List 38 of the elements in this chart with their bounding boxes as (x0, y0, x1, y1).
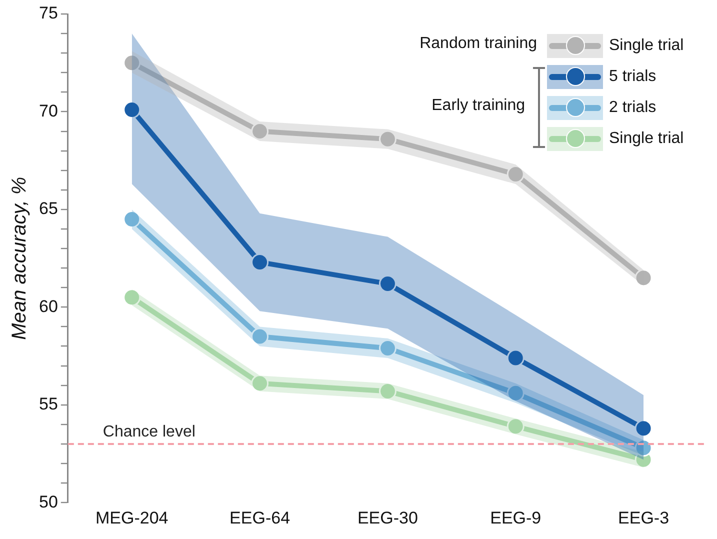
point (378, 274, 396, 292)
y-tick-label: 75 (38, 4, 58, 23)
point (123, 101, 141, 119)
point (506, 384, 524, 402)
x-tick-label: EEG-3 (618, 508, 670, 528)
point (123, 54, 141, 72)
y-tick-label: 50 (38, 492, 58, 512)
point (506, 166, 524, 184)
legend-label: 5 trials (609, 68, 656, 86)
x-tick-label: EEG-30 (357, 508, 418, 528)
point (251, 253, 269, 271)
y-tick-label: 60 (38, 296, 58, 316)
point (378, 130, 396, 148)
point (634, 420, 652, 438)
point (251, 374, 269, 392)
y-axis-title: Mean accuracy, % (8, 176, 31, 340)
point (634, 269, 652, 287)
point (123, 288, 141, 306)
point (123, 210, 141, 228)
y-tick-label: 55 (38, 394, 58, 414)
x-tick-label: EEG-9 (490, 508, 542, 528)
legend-label: 2 trials (609, 98, 656, 116)
point (251, 328, 269, 346)
point (634, 439, 652, 457)
y-tick-label: 70 (38, 101, 58, 120)
point (378, 382, 396, 400)
point (251, 122, 269, 140)
y-tick-label: 65 (38, 199, 58, 218)
point (506, 418, 524, 436)
legend-label: Single trial (609, 36, 684, 54)
point (506, 349, 524, 367)
annotation: Random training (420, 34, 537, 52)
x-tick-label: MEG-204 (95, 508, 168, 528)
legend-label: Single trial (609, 130, 684, 148)
ref-line-label: Chance level (102, 423, 196, 440)
annotation: Early training (432, 96, 525, 114)
point (378, 339, 396, 357)
x-tick-label: EEG-64 (230, 508, 290, 528)
